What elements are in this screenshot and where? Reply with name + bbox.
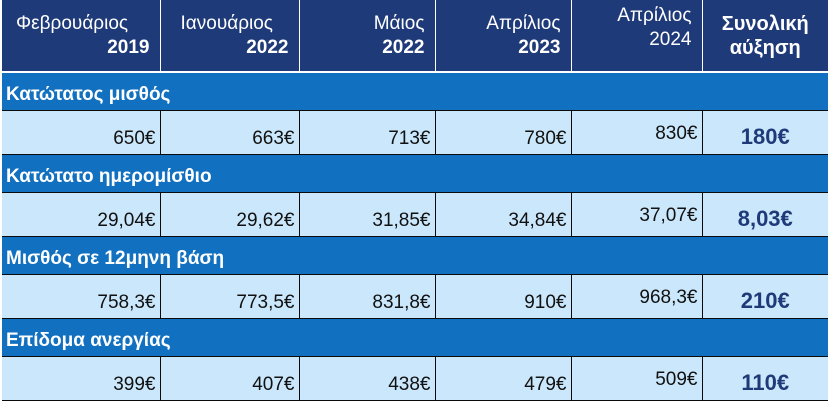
table-cell: 479€ [435, 356, 572, 401]
category-label: Κατώτατος μισθός [2, 72, 828, 111]
column-header-total-line1: Συνολική [721, 12, 809, 35]
table-cell: 509€ [571, 356, 703, 401]
category-row-minimum-daily-wage: Κατώτατο ημερομίσθιο [2, 154, 828, 193]
table-cell: 399€ [2, 356, 161, 401]
table-cell: 968,3€ [571, 274, 703, 319]
table-cell: 31,85€ [299, 192, 436, 237]
table-cell: 663€ [160, 110, 300, 155]
column-header-year: 2024 [649, 28, 692, 50]
value-row-unemployment-benefit: 399€ 407€ 438€ 479€ 509€ 110€ [2, 356, 828, 401]
table-cell: 910€ [435, 274, 572, 319]
column-header-month: Απρίλιος [617, 4, 692, 26]
column-header-apr-2023: Απρίλιος 2023 [435, 0, 572, 73]
table-cell: 29,62€ [160, 192, 300, 237]
column-header-total-increase: Συνολική αύξηση [702, 0, 828, 73]
column-header-year: 2022 [382, 36, 425, 58]
total-increase-cell: 180€ [702, 110, 828, 155]
column-header-month: Ιανουάριος [180, 12, 273, 34]
column-header-month: Φεβρουάριος [16, 12, 129, 34]
value-row-minimum-wage: 650€ 663€ 713€ 780€ 830€ 180€ [2, 110, 828, 155]
table-cell: 780€ [435, 110, 572, 155]
table-cell: 438€ [299, 356, 436, 401]
column-header-year: 2023 [518, 36, 561, 58]
total-increase-cell: 210€ [702, 274, 828, 319]
table-cell: 713€ [299, 110, 436, 155]
column-header-jan-2022: Ιανουάριος 2022 [160, 0, 300, 73]
table-cell: 758,3€ [2, 274, 161, 319]
table-cell: 37,07€ [571, 192, 703, 237]
table-cell: 773,5€ [160, 274, 300, 319]
table-cell: 650€ [2, 110, 161, 155]
table-cell: 831,8€ [299, 274, 436, 319]
column-header-apr-2024: Απρίλιος 2024 [571, 0, 703, 73]
value-row-minimum-daily-wage: 29,04€ 29,62€ 31,85€ 34,84€ 37,07€ 8,03€ [2, 192, 828, 237]
category-label: Κατώτατο ημερομίσθιο [2, 154, 828, 193]
category-label: Επίδομα ανεργίας [2, 318, 828, 357]
total-increase-cell: 110€ [702, 356, 828, 401]
column-header-year: 2022 [246, 36, 289, 58]
column-header-year: 2019 [107, 36, 150, 58]
value-row-annual-salary: 758,3€ 773,5€ 831,8€ 910€ 968,3€ 210€ [2, 274, 828, 319]
column-header-may-2022: Μάιος 2022 [299, 0, 436, 73]
table-cell: 34,84€ [435, 192, 572, 237]
total-increase-cell: 8,03€ [702, 192, 828, 237]
column-header-month: Απρίλιος [486, 12, 561, 34]
column-header-total-line2: αύξηση [729, 36, 801, 59]
column-header-month: Μάιος [373, 12, 425, 34]
header-row: Φεβρουάριος 2019 Ιανουάριος 2022 Μάιος 2… [2, 0, 828, 73]
category-label: Μισθός σε 12μηνη βάση [2, 236, 828, 275]
column-header-feb-2019: Φεβρουάριος 2019 [2, 0, 161, 73]
table-cell: 830€ [571, 110, 703, 155]
category-row-minimum-wage: Κατώτατος μισθός [2, 72, 828, 111]
table-cell: 29,04€ [2, 192, 161, 237]
table-cell: 407€ [160, 356, 300, 401]
category-row-annual-salary: Μισθός σε 12μηνη βάση [2, 236, 828, 275]
category-row-unemployment-benefit: Επίδομα ανεργίας [2, 318, 828, 357]
